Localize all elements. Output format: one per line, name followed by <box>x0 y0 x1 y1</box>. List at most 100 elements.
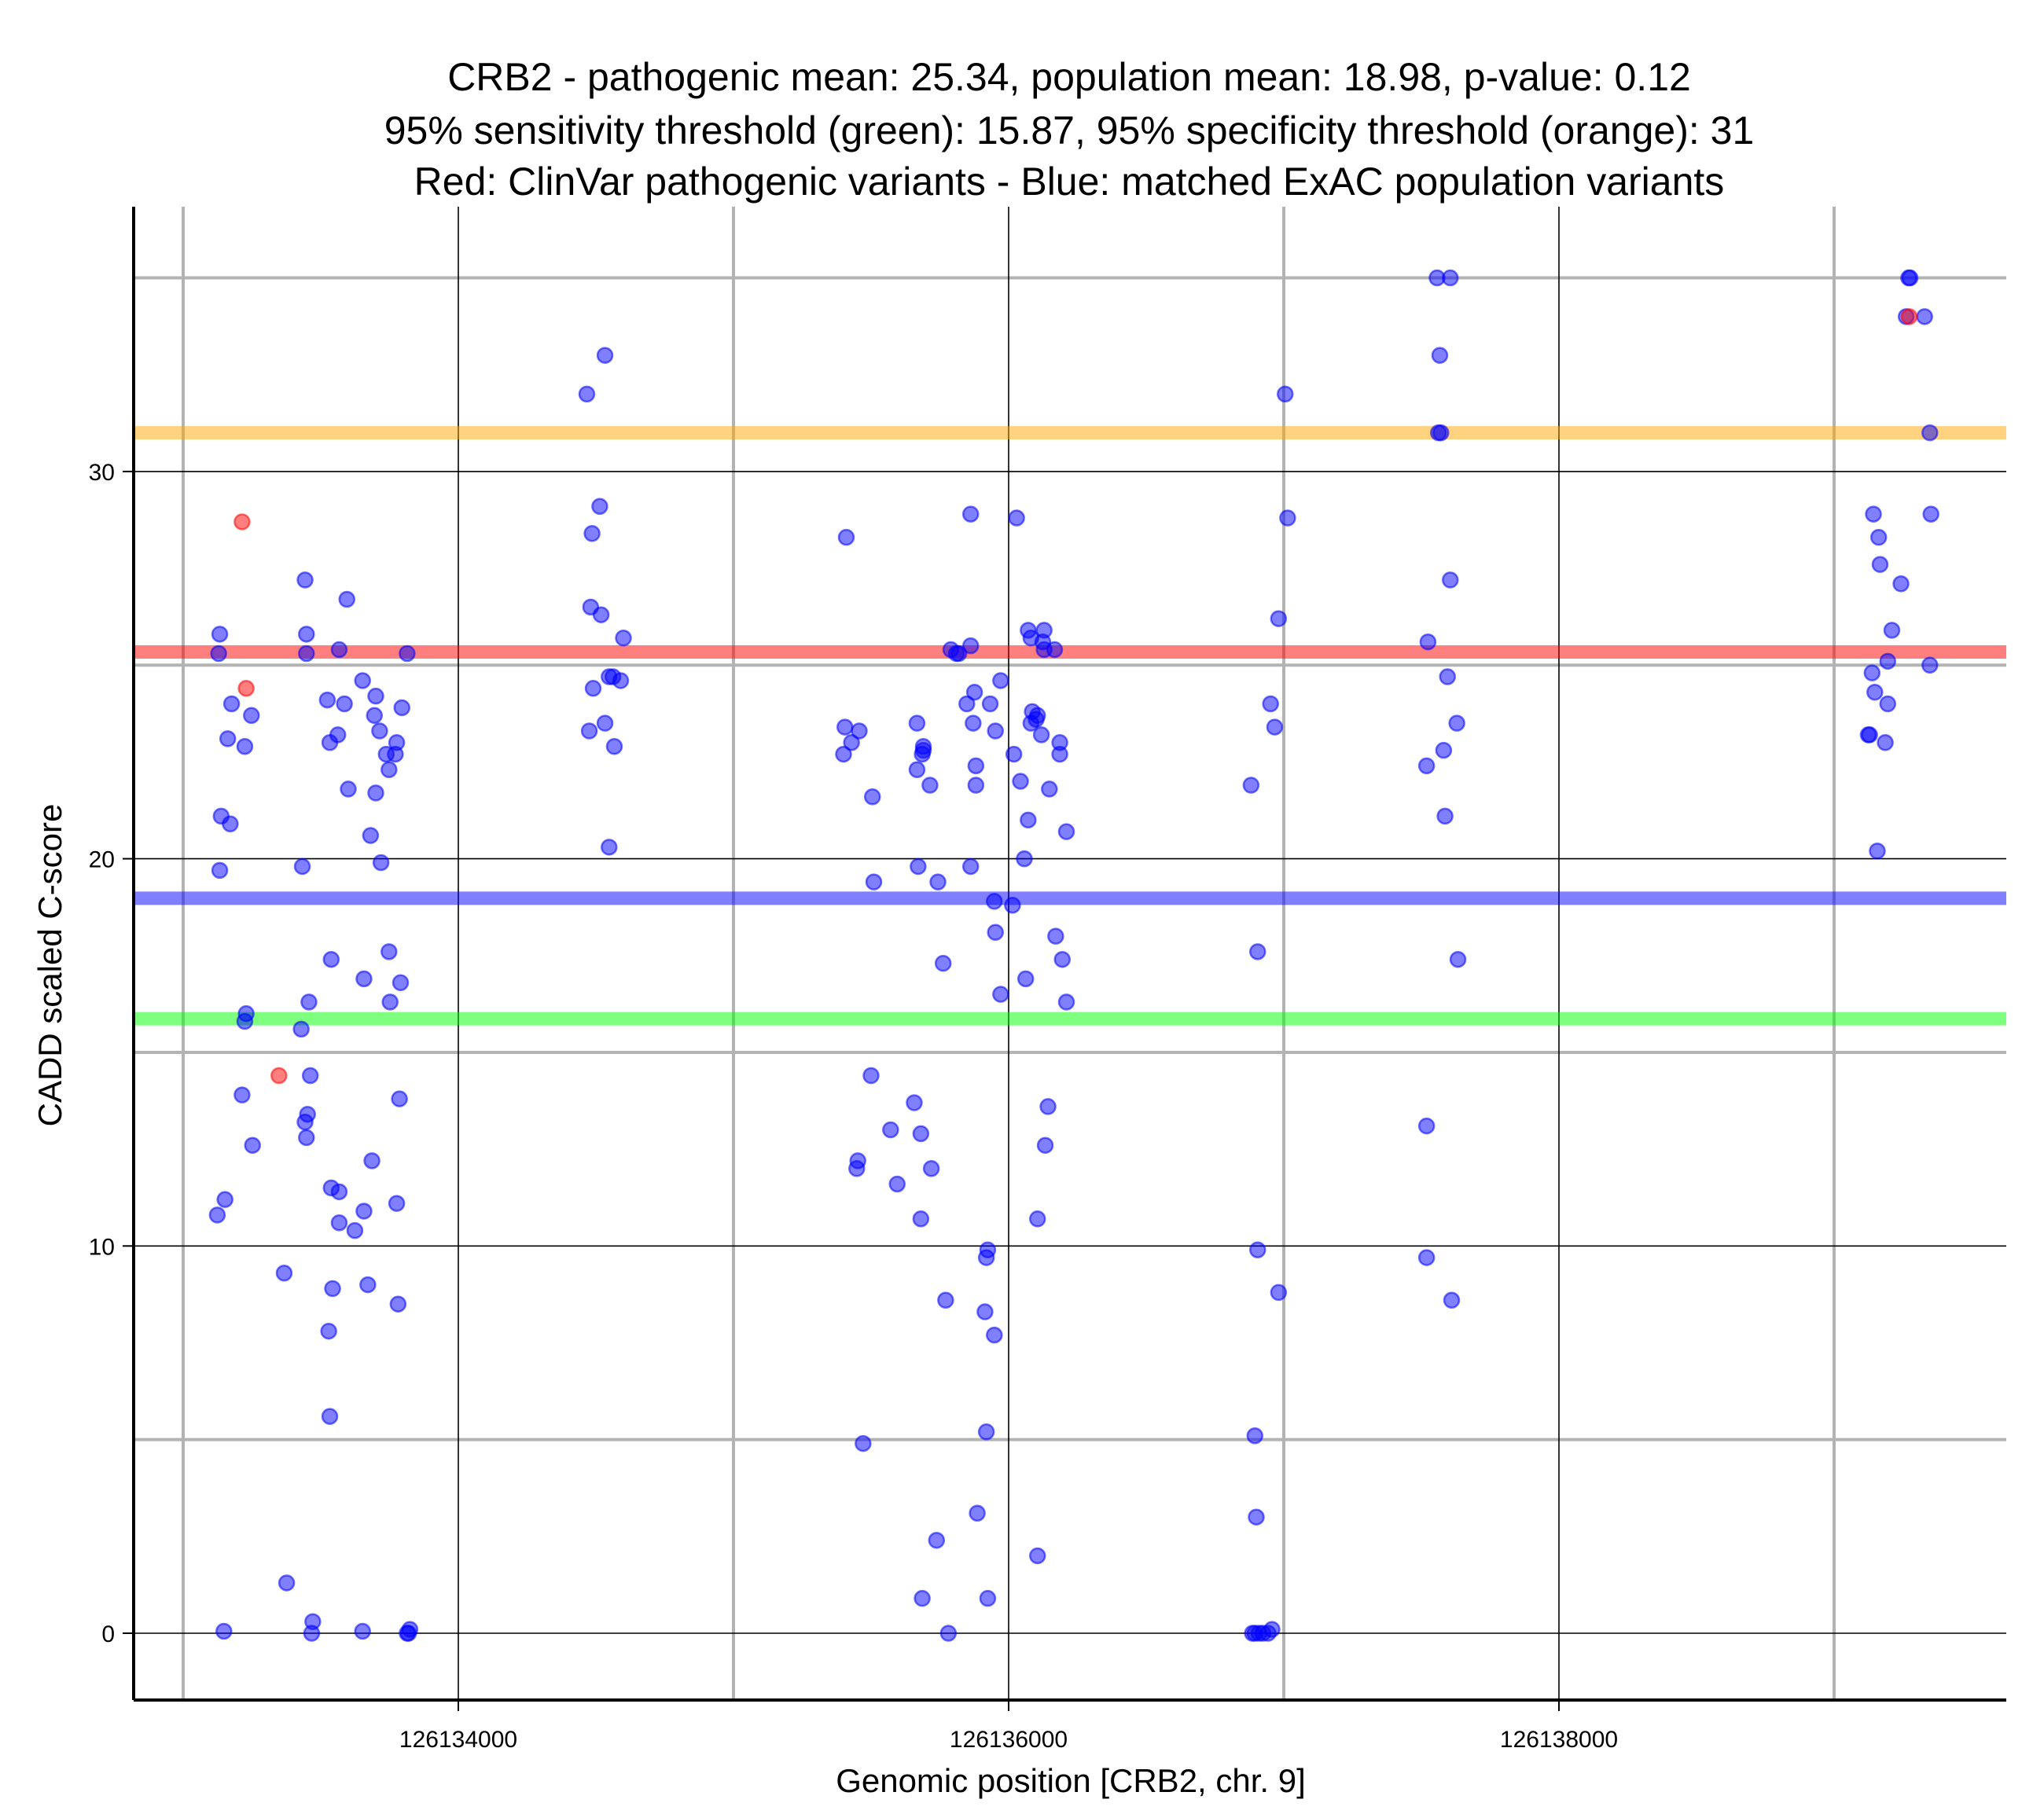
data-point <box>1439 668 1456 685</box>
data-point <box>1277 385 1294 403</box>
data-point <box>219 730 237 747</box>
data-point <box>392 974 410 992</box>
data-point <box>986 893 1003 910</box>
data-point <box>298 644 315 663</box>
data-point <box>1016 970 1035 988</box>
data-point <box>1051 745 1068 763</box>
data-point <box>393 699 410 717</box>
data-point <box>961 857 980 876</box>
data-point <box>336 695 353 713</box>
data-point <box>864 788 881 806</box>
data-point <box>366 707 383 725</box>
data-point <box>1916 308 1933 325</box>
data-point <box>1262 695 1279 713</box>
data-point <box>888 1175 906 1193</box>
data-point <box>591 498 608 515</box>
data-point <box>371 722 388 740</box>
clinvar-pathogenic-variants-series <box>233 308 1918 1085</box>
data-point <box>910 857 927 876</box>
data-point <box>296 571 314 589</box>
data-point <box>979 1589 997 1607</box>
data-point <box>914 1589 931 1607</box>
matched-exac-population-variants-series <box>208 269 1939 1642</box>
data-point <box>1419 633 1437 651</box>
data-point <box>937 1291 954 1309</box>
data-point <box>211 626 229 643</box>
data-point <box>928 1532 946 1549</box>
data-point <box>851 722 868 740</box>
data-point <box>912 1125 930 1143</box>
y-tick-label: 0 <box>101 1621 115 1647</box>
data-point <box>1004 896 1021 914</box>
axes: 0 10 20 30 126134000 126136000 126138000 <box>89 207 2006 1753</box>
data-point <box>1879 652 1896 670</box>
data-point <box>976 1303 994 1320</box>
data-point <box>1046 641 1064 659</box>
data-point <box>836 718 854 736</box>
data-point <box>1865 505 1882 523</box>
data-point <box>367 784 384 802</box>
grid-lines <box>134 207 2006 1700</box>
data-point <box>298 626 315 643</box>
data-point <box>1249 943 1266 960</box>
data-point <box>1417 757 1436 775</box>
x-tick-label: 126134000 <box>399 1727 517 1753</box>
data-point <box>1901 269 1919 287</box>
data-point <box>987 924 1004 941</box>
data-point <box>270 1067 288 1085</box>
data-point <box>391 1090 408 1107</box>
data-point <box>605 737 623 755</box>
data-point <box>324 1280 341 1298</box>
data-point <box>363 1152 380 1170</box>
data-point <box>601 839 618 856</box>
data-point <box>244 1137 261 1154</box>
data-point <box>1036 1137 1054 1154</box>
data-point <box>303 1625 321 1642</box>
data-point <box>298 1129 315 1147</box>
data-point <box>1005 745 1023 763</box>
data-point <box>1270 610 1288 627</box>
title-line-1: CRB2 - pathogenic mean: 25.34, populatio… <box>447 55 1691 99</box>
data-point <box>1259 1625 1277 1642</box>
data-point <box>1057 823 1075 840</box>
data-point <box>578 385 596 403</box>
data-point <box>330 1183 348 1201</box>
data-point <box>865 873 883 890</box>
data-point <box>301 1067 319 1085</box>
data-point <box>320 1322 337 1340</box>
data-point <box>399 644 416 663</box>
data-point <box>592 606 610 623</box>
data-point <box>321 1408 339 1425</box>
data-point <box>1417 1249 1436 1266</box>
data-point <box>584 680 602 697</box>
data-point <box>1435 741 1453 759</box>
data-point <box>354 1622 371 1640</box>
data-point <box>981 695 999 713</box>
data-point <box>372 854 390 872</box>
data-point <box>1921 424 1939 442</box>
data-point <box>961 505 980 523</box>
data-point <box>1248 1508 1265 1526</box>
data-point <box>848 1160 866 1177</box>
data-point <box>380 761 398 779</box>
data-point <box>843 734 860 751</box>
data-point <box>330 641 348 659</box>
data-point <box>929 873 947 890</box>
data-point <box>986 1326 1003 1344</box>
data-point <box>967 757 985 775</box>
data-point <box>908 714 926 732</box>
data-point <box>275 1265 293 1282</box>
data-point <box>939 1625 958 1642</box>
data-point <box>1863 664 1881 681</box>
data-point <box>1041 780 1058 798</box>
data-point <box>969 1504 986 1522</box>
data-point <box>1866 683 1884 701</box>
data-point <box>596 347 614 364</box>
data-point <box>837 528 855 546</box>
data-point <box>921 777 939 794</box>
reference-lines <box>134 426 2006 1026</box>
data-point <box>1012 773 1029 790</box>
title-line-2: 95% sensitivity threshold (green): 15.87… <box>384 108 1755 152</box>
data-point <box>1869 528 1888 546</box>
